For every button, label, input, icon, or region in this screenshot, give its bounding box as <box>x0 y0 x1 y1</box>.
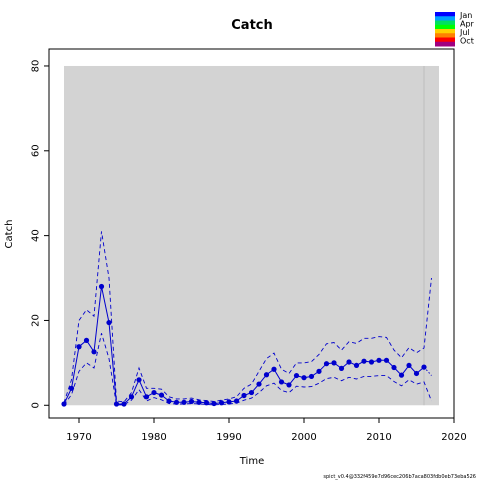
catch-point <box>181 399 187 405</box>
legend-color-swatch <box>435 12 455 17</box>
legend-color-swatch <box>435 37 455 43</box>
legend-label: Apr <box>460 20 475 29</box>
catch-point <box>331 360 337 366</box>
y-tick-label: 20 <box>31 314 42 327</box>
catch-point <box>361 358 367 364</box>
catch-point <box>346 359 352 365</box>
catch-point <box>226 399 232 405</box>
legend-color-swatch <box>435 41 455 47</box>
catch-point <box>143 394 150 400</box>
x-axis-label: Time <box>239 456 264 467</box>
catch-point <box>421 364 427 370</box>
catch-point <box>166 398 172 404</box>
catch-point <box>173 399 180 405</box>
legend-color-swatch <box>435 20 455 26</box>
catch-point <box>413 370 420 377</box>
catch-point <box>301 375 307 381</box>
y-axis: 0 20 40 60 80 <box>31 60 50 408</box>
catch-point <box>323 361 330 367</box>
series-layer <box>61 231 432 407</box>
catch-point <box>128 394 135 400</box>
catch-point <box>271 366 277 372</box>
catch-point <box>383 357 390 363</box>
catch-point <box>98 283 105 290</box>
catch-point <box>203 400 210 406</box>
catch-point <box>106 319 112 326</box>
catch-point <box>233 398 240 404</box>
legend-color-swatch <box>435 24 455 30</box>
x-axis: 1970 1980 1990 2000 2010 2020 <box>66 417 467 443</box>
catch-point <box>76 344 82 350</box>
catch-point <box>83 337 90 343</box>
observed-points <box>61 283 427 407</box>
estimation-period-shade <box>64 65 439 406</box>
x-tick-label: 1990 <box>216 432 241 443</box>
x-tick-label: 1970 <box>66 432 91 443</box>
catch-point <box>286 382 292 388</box>
catch-point <box>368 359 375 365</box>
catch-point <box>376 357 382 363</box>
legend-label: Jan <box>459 11 472 20</box>
x-tick-label: 2010 <box>366 432 391 443</box>
y-tick-label: 60 <box>31 144 42 157</box>
chart-title: Catch <box>231 18 273 33</box>
catch-point <box>293 372 300 379</box>
catch-point <box>113 401 120 407</box>
legend-color-swatch <box>435 29 455 34</box>
catch-point <box>278 379 285 385</box>
y-tick-label: 0 <box>31 402 42 408</box>
catch-point <box>158 392 165 398</box>
catch-point <box>188 398 195 405</box>
catch-point <box>196 399 202 405</box>
footer-version: spict_v0.4@332f459e7d96cec206b7aca803fdb… <box>323 474 476 480</box>
legend-color-swatch <box>435 33 455 38</box>
catch-point <box>211 400 217 407</box>
y-axis-label: Catch <box>4 220 15 249</box>
catch-point <box>263 372 270 378</box>
ci-upper-line <box>63 231 432 403</box>
legend-label: Oct <box>460 37 474 46</box>
catch-point <box>406 362 412 369</box>
legend-label: Jul <box>459 28 470 37</box>
x-tick-label: 2020 <box>441 432 466 443</box>
catch-point <box>316 368 322 374</box>
catch-point <box>136 377 142 383</box>
catch-point <box>241 392 247 399</box>
catch-point <box>91 349 97 355</box>
y-tick-label: 80 <box>31 60 42 73</box>
catch-point <box>256 381 262 387</box>
y-tick-label: 40 <box>31 229 42 242</box>
catch-point <box>398 372 405 378</box>
catch-point <box>248 389 255 396</box>
catch-point <box>391 364 397 371</box>
x-tick-label: 1980 <box>141 432 166 443</box>
x-tick-label: 2000 <box>291 432 316 443</box>
catch-point <box>353 362 360 369</box>
catch-point <box>338 365 345 371</box>
catch-point <box>308 373 315 380</box>
catch-point <box>68 385 75 391</box>
catch-point <box>218 400 225 406</box>
catch-point <box>61 401 67 407</box>
catch-point <box>121 401 127 407</box>
legend-color-swatch <box>435 16 455 21</box>
catch-point <box>151 389 157 396</box>
